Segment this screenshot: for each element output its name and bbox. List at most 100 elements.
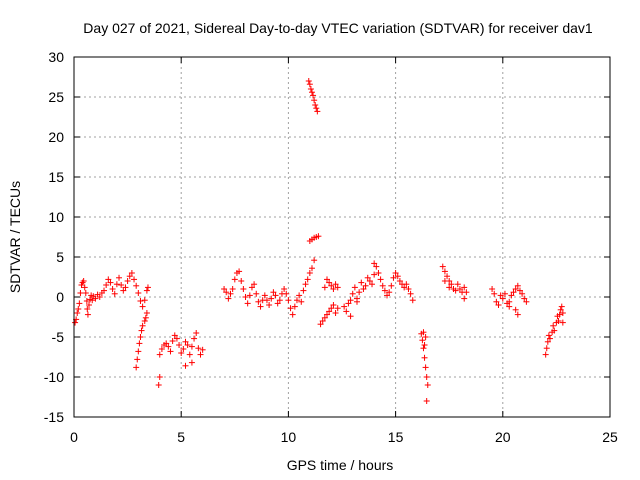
data-point: [544, 338, 551, 345]
data-point: [188, 359, 195, 366]
data-point: [135, 290, 142, 296]
data-point: [424, 382, 431, 388]
y-tick-label: 5: [56, 249, 64, 265]
y-tick-labels: -15 -10 -5 0 5 10 15 20 25 30: [44, 49, 64, 425]
data-points: [72, 78, 566, 404]
x-tick-label: 15: [388, 429, 404, 445]
data-point: [519, 290, 526, 297]
data-point: [227, 290, 234, 297]
data-point: [163, 340, 170, 347]
data-point: [360, 286, 367, 292]
data-point: [419, 337, 426, 344]
data-point: [444, 273, 451, 280]
y-tick-label: 25: [48, 89, 64, 105]
data-point: [311, 257, 318, 264]
data-point: [184, 342, 191, 348]
data-point: [510, 289, 517, 296]
data-point: [452, 287, 459, 294]
data-point: [521, 295, 528, 302]
data-point: [409, 297, 416, 304]
data-point: [366, 278, 373, 284]
data-point: [80, 278, 87, 284]
data-point: [141, 318, 148, 324]
y-tick-label: 20: [48, 129, 64, 145]
data-point: [326, 279, 333, 286]
data-point: [82, 290, 89, 296]
data-point: [244, 300, 251, 307]
data-point: [283, 290, 290, 297]
x-tick-label: 0: [70, 429, 78, 445]
data-point: [358, 279, 365, 286]
data-point: [422, 334, 429, 340]
data-point: [396, 278, 403, 284]
data-point: [371, 260, 378, 267]
data-point: [377, 276, 384, 283]
data-point: [182, 362, 189, 369]
data-point: [191, 335, 198, 342]
data-point: [128, 270, 135, 276]
data-point: [113, 281, 120, 288]
data-point: [141, 297, 148, 304]
data-point: [304, 276, 311, 283]
y-tick-label: -10: [44, 369, 64, 385]
data-point: [319, 318, 326, 324]
data-point: [138, 327, 145, 334]
data-point: [332, 281, 339, 288]
data-point: [136, 340, 143, 347]
data-point: [143, 310, 150, 316]
data-point: [312, 102, 319, 108]
data-point: [454, 281, 461, 288]
data-point: [142, 314, 149, 321]
data-point: [420, 329, 427, 336]
x-tick-label: 5: [177, 429, 185, 445]
data-point: [84, 311, 91, 318]
grid: [74, 57, 610, 417]
data-point: [126, 273, 133, 280]
data-point: [390, 274, 397, 281]
data-point: [195, 345, 202, 352]
data-point: [371, 271, 378, 278]
data-point: [221, 286, 228, 292]
data-point: [167, 348, 174, 355]
data-point: [155, 382, 162, 388]
data-point: [423, 374, 430, 380]
data-point: [558, 303, 565, 310]
data-point: [514, 311, 521, 318]
data-point: [321, 314, 328, 321]
data-point: [298, 298, 305, 305]
x-tick-label: 20: [495, 429, 511, 445]
data-point: [122, 284, 129, 291]
data-point: [501, 290, 508, 297]
data-point: [493, 298, 500, 305]
data-point: [81, 284, 88, 291]
data-point: [379, 282, 386, 289]
data-point: [197, 351, 204, 358]
data-point: [263, 297, 270, 304]
data-point: [311, 97, 318, 104]
y-axis-label: SDTVAR / TECUs: [7, 181, 23, 293]
data-point: [186, 351, 193, 358]
data-point: [551, 327, 558, 334]
x-tick-label: 25: [602, 429, 618, 445]
data-point: [74, 310, 81, 316]
data-point: [111, 290, 118, 297]
data-point: [497, 292, 504, 299]
data-point: [508, 292, 515, 299]
data-point: [313, 105, 320, 112]
data-point: [347, 297, 354, 304]
data-point: [133, 364, 140, 371]
data-point: [354, 298, 361, 305]
data-point: [75, 306, 82, 312]
data-point: [83, 298, 90, 304]
data-point: [364, 274, 371, 281]
data-point: [257, 303, 264, 310]
data-point: [422, 364, 429, 371]
data-point: [328, 305, 335, 312]
data-point: [308, 89, 315, 96]
data-point: [182, 338, 189, 345]
data-point: [362, 282, 369, 289]
data-point: [512, 286, 519, 292]
data-point: [394, 273, 401, 280]
y-tick-label: 0: [56, 289, 64, 305]
